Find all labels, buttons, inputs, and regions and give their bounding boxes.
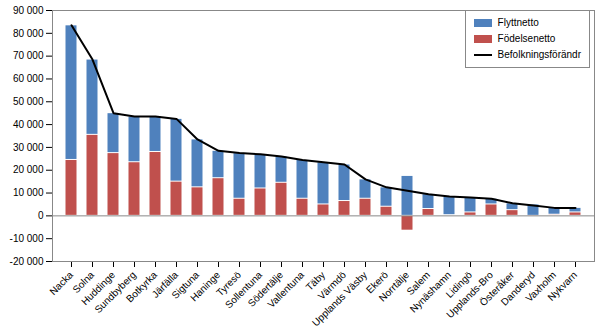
- svg-text:Värmdö: Värmdö: [315, 269, 349, 302]
- svg-text:10 000: 10 000: [13, 187, 44, 198]
- svg-text:Södertälje: Södertälje: [245, 269, 286, 309]
- svg-text:Täby: Täby: [303, 269, 328, 293]
- svg-text:80 000: 80 000: [13, 28, 44, 39]
- svg-text:-20 000: -20 000: [10, 256, 44, 267]
- svg-text:Österåker: Österåker: [477, 269, 517, 309]
- svg-text:Solna: Solna: [70, 269, 97, 296]
- svg-text:Salem: Salem: [404, 269, 433, 298]
- svg-text:Sigtuna: Sigtuna: [169, 269, 202, 301]
- svg-text:Nacka: Nacka: [47, 269, 75, 297]
- svg-text:Nynäshamn: Nynäshamn: [407, 269, 454, 315]
- svg-text:20 000: 20 000: [13, 164, 44, 175]
- svg-text:70 000: 70 000: [13, 50, 44, 61]
- svg-text:Huddinge: Huddinge: [79, 269, 118, 308]
- svg-text:Järfälla: Järfälla: [149, 269, 181, 300]
- svg-text:0: 0: [38, 210, 44, 221]
- svg-text:Ekerö: Ekerö: [363, 269, 391, 296]
- svg-text:40 000: 40 000: [13, 119, 44, 130]
- svg-text:Upplands-Bro: Upplands-Bro: [444, 269, 496, 321]
- svg-text:30 000: 30 000: [13, 142, 44, 153]
- svg-text:50 000: 50 000: [13, 96, 44, 107]
- svg-text:60 000: 60 000: [13, 73, 44, 84]
- svg-text:Vallentuna: Vallentuna: [265, 269, 306, 310]
- svg-text:Tyresö: Tyresö: [214, 269, 244, 299]
- svg-text:Danderyd: Danderyd: [498, 269, 538, 308]
- svg-text:Sollentuna: Sollentuna: [223, 269, 265, 311]
- svg-text:Norrtälje: Norrtälje: [376, 269, 412, 304]
- svg-text:Upplands Väsby: Upplands Väsby: [310, 269, 369, 328]
- html-text:Flyttnetto: Flyttnetto: [497, 17, 539, 28]
- svg-text:Haninge: Haninge: [188, 269, 223, 304]
- svg-text:Botkyrka: Botkyrka: [123, 269, 160, 305]
- svg-text:Sundbyberg: Sundbyberg: [92, 269, 139, 316]
- html-text:Födelsenetto: Födelsenetto: [497, 33, 556, 44]
- svg-text:-10 000: -10 000: [10, 233, 44, 244]
- svg-text:Vaxholm: Vaxholm: [523, 269, 559, 304]
- svg-text:90 000: 90 000: [13, 5, 44, 16]
- html-text:Befolkningsförändr: Befolkningsförändr: [497, 49, 581, 60]
- svg-text:Nykvarn: Nykvarn: [545, 269, 579, 303]
- svg-text:Lidingö: Lidingö: [443, 269, 475, 300]
